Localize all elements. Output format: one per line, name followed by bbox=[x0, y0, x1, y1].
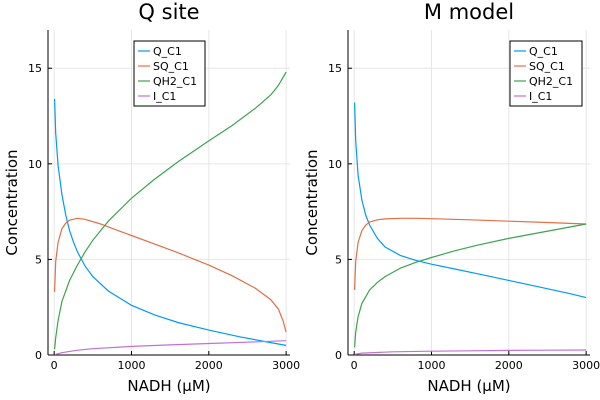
x-tick-label: 2000 bbox=[195, 359, 223, 372]
x-axis-label: NADH (μM) bbox=[127, 377, 210, 395]
chart-title: M model bbox=[424, 0, 514, 24]
x-tick-label: 0 bbox=[351, 359, 358, 372]
y-tick-label: 15 bbox=[28, 62, 42, 75]
x-axis-label: NADH (μM) bbox=[427, 377, 510, 395]
y-tick-label: 5 bbox=[335, 253, 342, 266]
series-line-qh2-c1 bbox=[54, 71, 287, 350]
x-tick-label: 2000 bbox=[495, 359, 523, 372]
x-tick-label: 1000 bbox=[418, 359, 446, 372]
y-tick-label: 0 bbox=[335, 349, 342, 362]
y-tick-label: 15 bbox=[328, 62, 342, 75]
y-tick-label: 10 bbox=[328, 158, 342, 171]
legend-entry: SQ_C1 bbox=[529, 60, 565, 73]
chart-title: Q site bbox=[138, 0, 199, 24]
y-tick-label: 0 bbox=[35, 349, 42, 362]
y-tick-label: 5 bbox=[35, 253, 42, 266]
legend-entry: SQ_C1 bbox=[153, 60, 189, 73]
panel-m-model: 0 1000 2000 3000 0 5 10 15 M model NADH (μM) Conce… bbox=[303, 0, 600, 395]
y-axis-label: Concentration bbox=[3, 149, 21, 255]
series-line-sq-c1 bbox=[54, 217, 287, 333]
series-line-q-c1 bbox=[354, 102, 587, 299]
x-tick-label: 3000 bbox=[272, 359, 300, 372]
x-tick-label: 3000 bbox=[572, 359, 600, 372]
legend-entry: QH2_C1 bbox=[529, 75, 573, 88]
x-tick-label: 0 bbox=[51, 359, 58, 372]
y-tick-label: 10 bbox=[28, 158, 42, 171]
series-line-i-c1 bbox=[354, 349, 587, 355]
x-tick-label: 1000 bbox=[118, 359, 146, 372]
legend-entry: Q_C1 bbox=[153, 45, 182, 58]
legend-box bbox=[509, 40, 583, 107]
series-line-sq-c1 bbox=[354, 217, 587, 291]
legend-box bbox=[133, 40, 206, 107]
legend-entry: I_C1 bbox=[153, 90, 176, 103]
legend: Q_C1 SQ_C1 QH2_C1 I_C1 bbox=[509, 40, 583, 107]
y-axis-label: Concentration bbox=[303, 149, 321, 255]
series-line-qh2-c1 bbox=[354, 223, 587, 348]
legend: Q_C1 SQ_C1 QH2_C1 I_C1 bbox=[133, 40, 206, 107]
legend-entry: Q_C1 bbox=[529, 45, 558, 58]
legend-entry: I_C1 bbox=[529, 90, 552, 103]
series-line-i-c1 bbox=[54, 340, 287, 355]
panel-q-site: 0 1000 2000 3000 0 5 10 15 Q site NADH (μM) Concen… bbox=[3, 0, 300, 395]
legend-entry: QH2_C1 bbox=[153, 75, 197, 88]
series-line-q-c1 bbox=[54, 98, 287, 346]
